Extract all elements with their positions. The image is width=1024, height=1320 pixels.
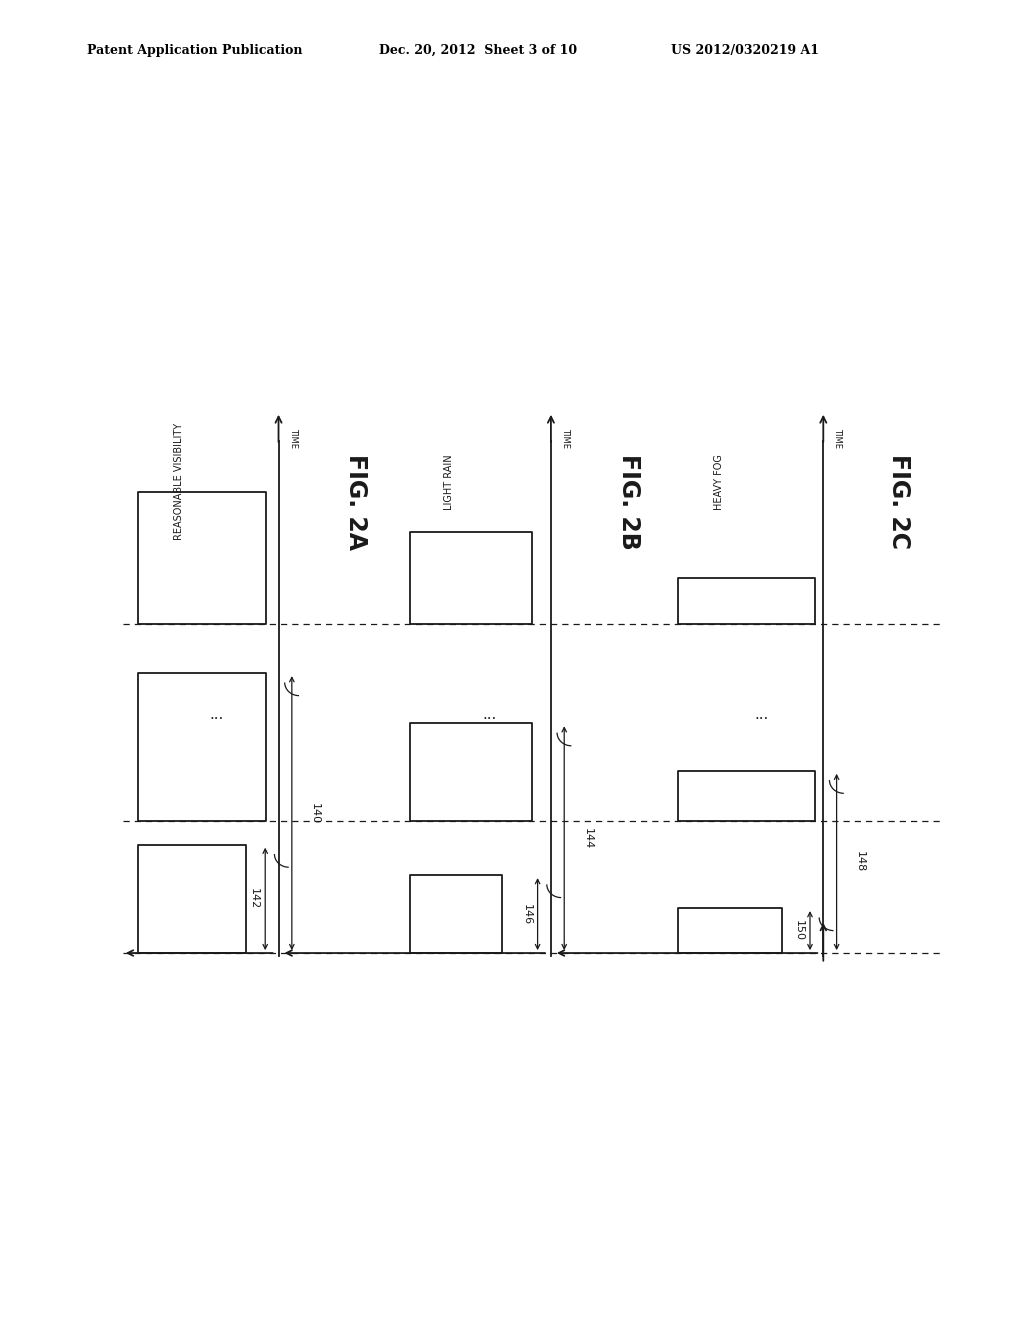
Text: ...: ... (755, 709, 769, 722)
Text: FIG. 2C: FIG. 2C (887, 454, 911, 549)
Text: Dec. 20, 2012  Sheet 3 of 10: Dec. 20, 2012 Sheet 3 of 10 (379, 44, 577, 57)
Text: 148: 148 (855, 851, 865, 873)
Text: 140: 140 (310, 803, 321, 824)
Text: TIME: TIME (289, 428, 298, 447)
Text: Patent Application Publication: Patent Application Publication (87, 44, 302, 57)
Text: REASONABLE VISIBILITY: REASONABLE VISIBILITY (174, 424, 184, 540)
Text: TIME: TIME (561, 428, 570, 447)
Text: 142: 142 (249, 888, 259, 909)
Text: US 2012/0320219 A1: US 2012/0320219 A1 (671, 44, 819, 57)
Text: FIG. 2A: FIG. 2A (344, 454, 369, 549)
Text: 146: 146 (521, 903, 531, 925)
Text: 150: 150 (794, 920, 804, 941)
Text: ...: ... (482, 709, 497, 722)
Text: FIG. 2B: FIG. 2B (616, 454, 641, 549)
Text: ...: ... (210, 709, 224, 722)
Text: HEAVY FOG: HEAVY FOG (714, 454, 724, 510)
Text: LIGHT RAIN: LIGHT RAIN (443, 454, 454, 510)
Text: TIME: TIME (834, 428, 843, 447)
Text: 144: 144 (583, 828, 593, 849)
